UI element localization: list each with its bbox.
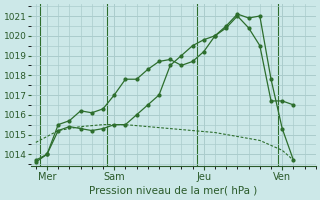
X-axis label: Pression niveau de la mer( hPa ): Pression niveau de la mer( hPa ): [90, 186, 258, 196]
